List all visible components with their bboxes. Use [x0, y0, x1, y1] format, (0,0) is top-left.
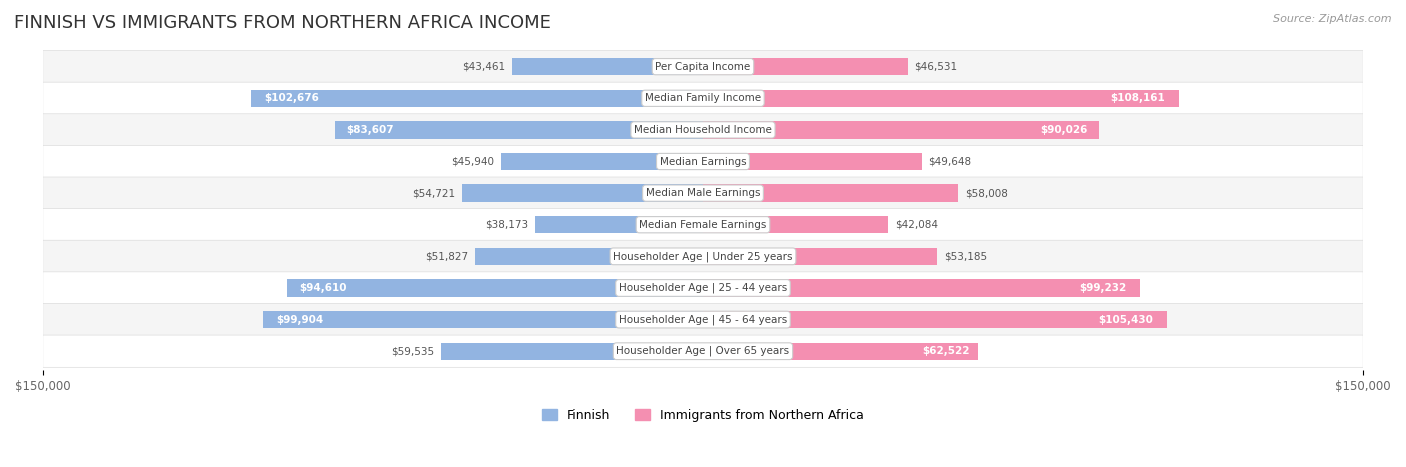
Bar: [703, 121, 1099, 139]
Bar: [703, 342, 979, 360]
Text: $83,607: $83,607: [346, 125, 394, 135]
Bar: [703, 184, 959, 202]
Text: $108,161: $108,161: [1109, 93, 1164, 103]
Text: Median Household Income: Median Household Income: [634, 125, 772, 135]
Text: $59,535: $59,535: [391, 346, 434, 356]
Text: Median Male Earnings: Median Male Earnings: [645, 188, 761, 198]
Text: $38,173: $38,173: [485, 220, 529, 230]
Text: Median Earnings: Median Earnings: [659, 156, 747, 167]
FancyBboxPatch shape: [42, 50, 1364, 83]
Bar: [703, 279, 1140, 297]
Text: $51,827: $51,827: [425, 251, 468, 262]
Bar: [703, 153, 921, 170]
Bar: [703, 90, 1180, 107]
Text: $99,232: $99,232: [1080, 283, 1126, 293]
Bar: [512, 58, 703, 75]
Text: FINNISH VS IMMIGRANTS FROM NORTHERN AFRICA INCOME: FINNISH VS IMMIGRANTS FROM NORTHERN AFRI…: [14, 14, 551, 32]
Text: $46,531: $46,531: [914, 62, 957, 71]
Text: Median Family Income: Median Family Income: [645, 93, 761, 103]
Text: Householder Age | Over 65 years: Householder Age | Over 65 years: [616, 346, 790, 356]
FancyBboxPatch shape: [42, 304, 1364, 336]
Bar: [252, 90, 703, 107]
Bar: [475, 248, 703, 265]
Bar: [703, 58, 908, 75]
Text: Householder Age | 45 - 64 years: Householder Age | 45 - 64 years: [619, 314, 787, 325]
FancyBboxPatch shape: [42, 82, 1364, 114]
FancyBboxPatch shape: [42, 209, 1364, 241]
FancyBboxPatch shape: [42, 335, 1364, 368]
Bar: [287, 279, 703, 297]
Text: $62,522: $62,522: [922, 346, 970, 356]
Text: $99,904: $99,904: [277, 315, 323, 325]
FancyBboxPatch shape: [42, 145, 1364, 177]
Text: Source: ZipAtlas.com: Source: ZipAtlas.com: [1274, 14, 1392, 24]
FancyBboxPatch shape: [42, 177, 1364, 209]
Text: $105,430: $105,430: [1098, 315, 1153, 325]
Text: Householder Age | Under 25 years: Householder Age | Under 25 years: [613, 251, 793, 262]
FancyBboxPatch shape: [42, 272, 1364, 304]
Text: Per Capita Income: Per Capita Income: [655, 62, 751, 71]
Text: Householder Age | 25 - 44 years: Householder Age | 25 - 44 years: [619, 283, 787, 293]
Text: $54,721: $54,721: [412, 188, 456, 198]
Text: $43,461: $43,461: [463, 62, 505, 71]
Text: $102,676: $102,676: [264, 93, 319, 103]
Bar: [536, 216, 703, 234]
Legend: Finnish, Immigrants from Northern Africa: Finnish, Immigrants from Northern Africa: [541, 409, 865, 422]
Text: $45,940: $45,940: [451, 156, 494, 167]
Text: $49,648: $49,648: [928, 156, 972, 167]
FancyBboxPatch shape: [42, 240, 1364, 272]
Bar: [335, 121, 703, 139]
Bar: [441, 342, 703, 360]
FancyBboxPatch shape: [42, 114, 1364, 146]
Bar: [703, 311, 1167, 328]
Bar: [703, 248, 936, 265]
Bar: [263, 311, 703, 328]
Text: $42,084: $42,084: [894, 220, 938, 230]
Text: $90,026: $90,026: [1040, 125, 1087, 135]
Text: $58,008: $58,008: [965, 188, 1008, 198]
Bar: [463, 184, 703, 202]
Text: Median Female Earnings: Median Female Earnings: [640, 220, 766, 230]
Text: $53,185: $53,185: [943, 251, 987, 262]
Text: $94,610: $94,610: [299, 283, 347, 293]
Bar: [703, 216, 889, 234]
Bar: [501, 153, 703, 170]
